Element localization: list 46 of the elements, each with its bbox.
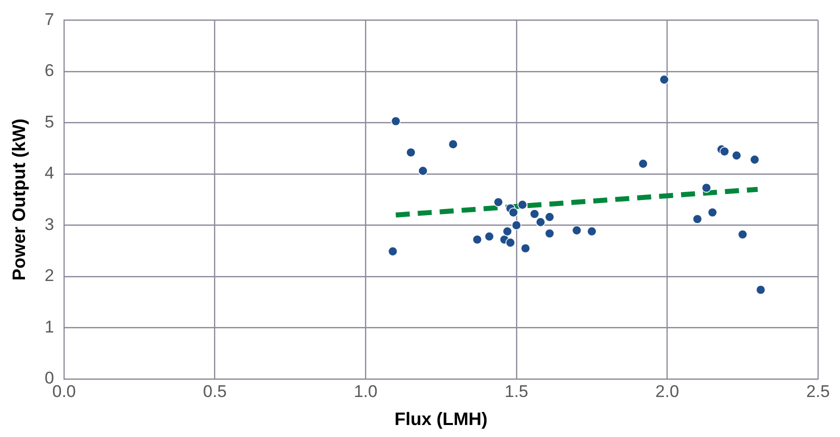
point [388, 246, 398, 256]
point [638, 158, 648, 169]
point [702, 182, 712, 193]
point [512, 220, 522, 230]
point [708, 208, 718, 218]
point [493, 197, 504, 208]
point [418, 166, 428, 176]
point [756, 284, 766, 295]
y-tick-label: 6 [44, 61, 54, 80]
point [508, 208, 518, 218]
y-tick-label: 1 [44, 317, 54, 336]
point [406, 148, 416, 158]
x-tick-label: 1.0 [354, 382, 378, 401]
y-tick-label: 5 [44, 112, 54, 132]
y-tick-label: 4 [44, 164, 54, 183]
x-tick-label: 2.5 [806, 382, 830, 401]
y-tick-label: 0 [44, 368, 54, 388]
point [692, 214, 702, 224]
point [750, 154, 760, 165]
point [390, 116, 401, 126]
point [448, 139, 458, 150]
y-tick-label: 2 [44, 266, 54, 286]
point [518, 200, 528, 210]
point [502, 226, 512, 236]
y-axis-title: Power Output (kW) [8, 118, 29, 281]
point [720, 146, 730, 156]
point [659, 74, 670, 85]
y-tick-label: 7 [44, 10, 54, 29]
point [544, 228, 554, 238]
point [530, 209, 540, 219]
x-axis-title: Flux (LMH) [394, 409, 488, 430]
point [586, 226, 597, 236]
point [484, 232, 494, 242]
x-tick-label: 0.5 [203, 382, 227, 401]
point [544, 212, 554, 222]
point [505, 238, 516, 248]
point [732, 150, 742, 160]
point [520, 243, 530, 254]
x-tick-label: 2.0 [655, 382, 680, 401]
point [536, 217, 546, 228]
point [738, 230, 748, 240]
point [572, 225, 582, 236]
x-tick-label: 0.0 [52, 382, 76, 401]
point [472, 234, 482, 244]
x-tick-label: 1.5 [504, 382, 528, 401]
y-tick-label: 3 [44, 214, 54, 234]
